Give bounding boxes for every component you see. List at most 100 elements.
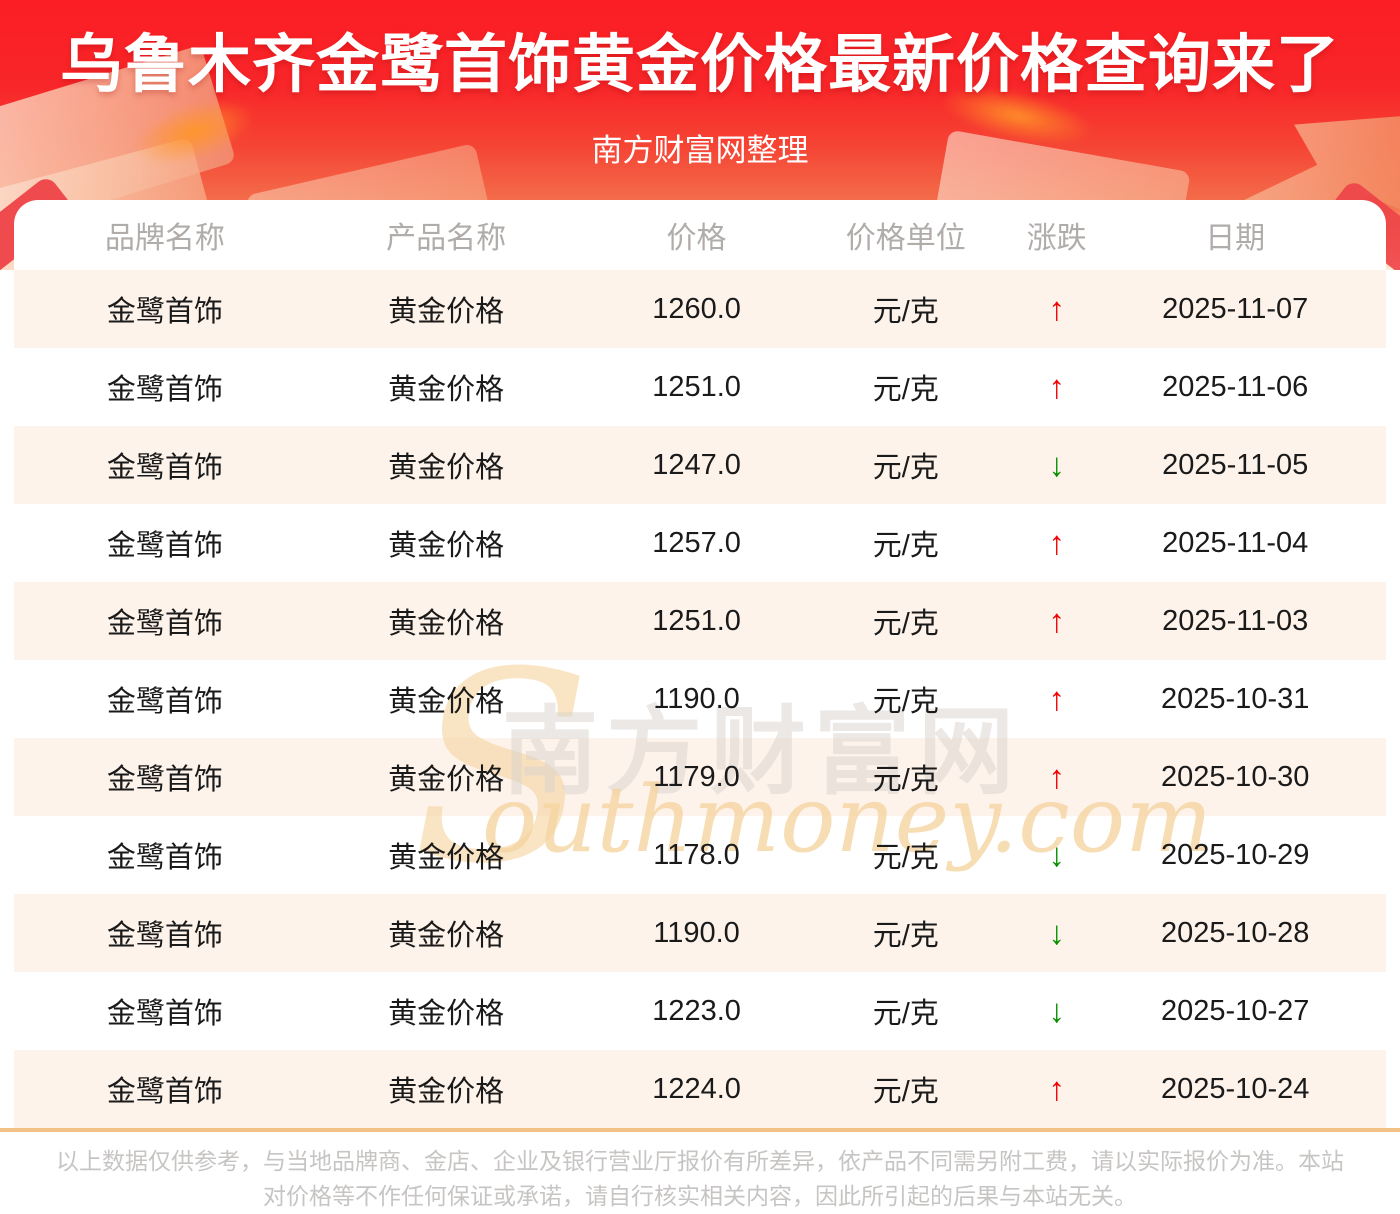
up-arrow-icon: ↑ xyxy=(1048,524,1065,561)
cell-unit: 元/克 xyxy=(872,686,939,718)
cell-brand: 金鹭首饰 xyxy=(106,374,223,406)
cell-product: 黄金价格 xyxy=(388,530,505,562)
cell-price: 1251.0 xyxy=(652,604,741,637)
up-arrow-icon: ↑ xyxy=(1048,758,1065,795)
cell-trend: ↓ xyxy=(995,836,1118,874)
cell-date: 2025-10-31 xyxy=(1161,682,1310,715)
column-header-price: 价格 xyxy=(666,222,727,255)
cell-trend: ↓ xyxy=(995,992,1118,1030)
up-arrow-icon: ↑ xyxy=(1048,290,1065,327)
cell-trend: ↑ xyxy=(995,758,1118,796)
cell-price: 1251.0 xyxy=(652,370,741,403)
cell-brand: 金鹭首饰 xyxy=(106,686,223,718)
cell-trend: ↑ xyxy=(995,290,1118,328)
cell-unit: 元/克 xyxy=(872,530,939,562)
cell-unit: 元/克 xyxy=(872,608,939,640)
cell-date: 2025-10-24 xyxy=(1161,1072,1310,1105)
column-header-trend: 涨跌 xyxy=(1026,222,1087,255)
table-row: 金鹭首饰 黄金价格 1179.0 元/克 ↑ 2025-10-30 xyxy=(14,738,1386,816)
cell-product: 黄金价格 xyxy=(388,998,505,1030)
page-title: 乌鲁木齐金鹭首饰黄金价格最新价格查询来了 xyxy=(60,30,1340,100)
table-row: 金鹭首饰 黄金价格 1224.0 元/克 ↑ 2025-10-24 xyxy=(14,1050,1386,1128)
cell-brand: 金鹭首饰 xyxy=(106,452,223,484)
cell-product: 黄金价格 xyxy=(388,452,505,484)
table-row: 金鹭首饰 黄金价格 1223.0 元/克 ↓ 2025-10-27 xyxy=(14,972,1386,1050)
cell-price: 1179.0 xyxy=(653,760,740,793)
cell-brand: 金鹭首饰 xyxy=(106,764,223,796)
cell-unit: 元/克 xyxy=(872,296,939,328)
cell-date: 2025-10-30 xyxy=(1161,760,1310,793)
down-arrow-icon: ↓ xyxy=(1048,992,1065,1029)
cell-trend: ↑ xyxy=(995,680,1118,718)
column-header-brand: 品牌名称 xyxy=(104,222,225,255)
cell-date: 2025-11-07 xyxy=(1162,292,1309,325)
column-header-date: 日期 xyxy=(1205,222,1266,255)
cell-trend: ↓ xyxy=(995,446,1118,484)
cell-trend: ↑ xyxy=(995,368,1118,406)
cell-product: 黄金价格 xyxy=(388,842,505,874)
table-row: 金鹭首饰 黄金价格 1190.0 元/克 ↓ 2025-10-28 xyxy=(14,894,1386,972)
cell-price: 1224.0 xyxy=(652,1072,741,1105)
cell-price: 1190.0 xyxy=(653,682,740,715)
table-rows: 金鹭首饰 黄金价格 1260.0 元/克 ↑ 2025-11-07 金鹭首饰 黄… xyxy=(14,270,1386,1128)
cell-price: 1223.0 xyxy=(652,994,741,1027)
cell-unit: 元/克 xyxy=(872,1076,939,1108)
cell-product: 黄金价格 xyxy=(388,764,505,796)
cell-date: 2025-11-05 xyxy=(1162,448,1309,481)
cell-brand: 金鹭首饰 xyxy=(106,530,223,562)
down-arrow-icon: ↓ xyxy=(1048,446,1065,483)
table-header-row: 品牌名称 产品名称 价格 价格单位 涨跌 日期 xyxy=(14,200,1386,270)
table-row: 金鹭首饰 黄金价格 1260.0 元/克 ↑ 2025-11-07 xyxy=(14,270,1386,348)
cell-brand: 金鹭首饰 xyxy=(106,1076,223,1108)
cell-date: 2025-11-06 xyxy=(1162,370,1309,403)
up-arrow-icon: ↑ xyxy=(1048,368,1065,405)
table-row: 金鹭首饰 黄金价格 1257.0 元/克 ↑ 2025-11-04 xyxy=(14,504,1386,582)
cell-price: 1257.0 xyxy=(652,526,741,559)
cell-trend: ↑ xyxy=(995,602,1118,640)
down-arrow-icon: ↓ xyxy=(1048,836,1065,873)
cell-price: 1247.0 xyxy=(652,448,741,481)
up-arrow-icon: ↑ xyxy=(1048,1070,1065,1107)
cell-product: 黄金价格 xyxy=(388,686,505,718)
down-arrow-icon: ↓ xyxy=(1048,914,1065,951)
footer-disclaimer: 以上数据仅供参考，与当地品牌商、金店、企业及银行营业厅报价有所差异，依产品不同需… xyxy=(56,1148,1344,1209)
cell-product: 黄金价格 xyxy=(388,608,505,640)
cell-product: 黄金价格 xyxy=(388,1076,505,1108)
table-row: 金鹭首饰 黄金价格 1178.0 元/克 ↓ 2025-10-29 xyxy=(14,816,1386,894)
cell-unit: 元/克 xyxy=(872,998,939,1030)
up-arrow-icon: ↑ xyxy=(1048,602,1065,639)
cell-brand: 金鹭首饰 xyxy=(106,296,223,328)
cell-date: 2025-10-27 xyxy=(1161,994,1310,1027)
cell-date: 2025-10-29 xyxy=(1161,838,1310,871)
cell-product: 黄金价格 xyxy=(388,920,505,952)
cell-price: 1260.0 xyxy=(652,292,741,325)
cell-unit: 元/克 xyxy=(872,452,939,484)
cell-trend: ↓ xyxy=(995,914,1118,952)
divider-line xyxy=(0,1128,1400,1132)
cell-unit: 元/克 xyxy=(872,920,939,952)
column-header-product: 产品名称 xyxy=(386,222,507,255)
column-header-unit: 价格单位 xyxy=(845,222,966,255)
cell-unit: 元/克 xyxy=(872,374,939,406)
cell-product: 黄金价格 xyxy=(388,296,505,328)
cell-unit: 元/克 xyxy=(872,842,939,874)
table-row: 金鹭首饰 黄金价格 1247.0 元/克 ↓ 2025-11-05 xyxy=(14,426,1386,504)
table-row: 金鹭首饰 黄金价格 1251.0 元/克 ↑ 2025-11-03 xyxy=(14,582,1386,660)
cell-brand: 金鹭首饰 xyxy=(106,608,223,640)
page-subtitle: 南方财富网整理 xyxy=(591,133,809,168)
cell-date: 2025-10-28 xyxy=(1161,916,1310,949)
cell-unit: 元/克 xyxy=(872,764,939,796)
cell-date: 2025-11-03 xyxy=(1162,604,1309,637)
cell-price: 1178.0 xyxy=(653,838,740,871)
table-row: 金鹭首饰 黄金价格 1190.0 元/克 ↑ 2025-10-31 xyxy=(14,660,1386,738)
cell-trend: ↑ xyxy=(995,1070,1118,1108)
cell-date: 2025-11-04 xyxy=(1162,526,1309,559)
up-arrow-icon: ↑ xyxy=(1048,680,1065,717)
cell-brand: 金鹭首饰 xyxy=(106,998,223,1030)
cell-brand: 金鹭首饰 xyxy=(106,842,223,874)
cell-trend: ↑ xyxy=(995,524,1118,562)
table-row: 金鹭首饰 黄金价格 1251.0 元/克 ↑ 2025-11-06 xyxy=(14,348,1386,426)
gold-price-table: S 南方财富网 outhmoney.com 品牌名称 产品名称 价格 价格单位 … xyxy=(14,200,1386,1128)
cell-product: 黄金价格 xyxy=(388,374,505,406)
cell-brand: 金鹭首饰 xyxy=(106,920,223,952)
